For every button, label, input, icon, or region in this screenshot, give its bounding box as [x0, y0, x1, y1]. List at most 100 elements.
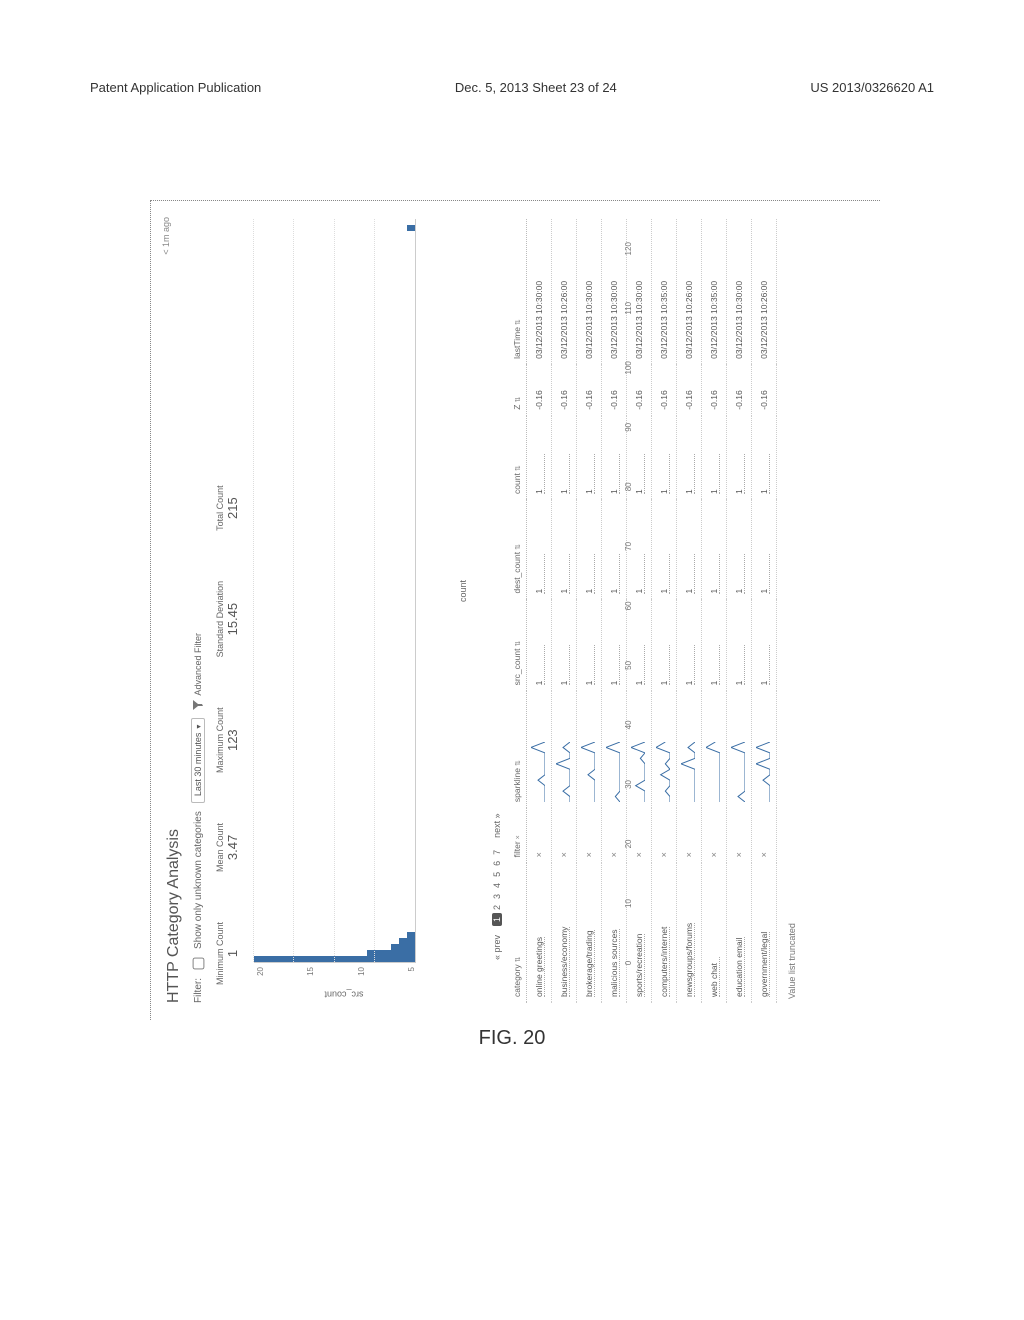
pager-page[interactable]: 7: [492, 847, 502, 858]
cell-filter[interactable]: ×: [577, 808, 602, 863]
filter-remove-icon[interactable]: ×: [684, 852, 694, 857]
col-category[interactable]: category⇅: [508, 863, 527, 1003]
pager-page[interactable]: 2: [492, 902, 502, 913]
col-lastTime[interactable]: lastTime⇅: [508, 219, 527, 365]
col-dest_count[interactable]: dest_count⇅: [508, 500, 527, 600]
cell-dest-count: 1: [702, 500, 727, 600]
col-count[interactable]: count⇅: [508, 416, 527, 500]
figure-label: FIG. 20: [0, 1027, 1024, 1050]
figure-frame: < 1m ago HTTP Category Analysis Filter: …: [150, 200, 880, 1020]
filter-remove-icon[interactable]: ×: [659, 852, 669, 857]
sparkline-icon: [556, 742, 570, 802]
histogram-bar: [254, 956, 415, 962]
table-row[interactable]: education email×111-0.1603/12/2013 10:30…: [727, 219, 752, 1003]
sparkline-icon: [681, 742, 695, 802]
cell-filter[interactable]: ×: [752, 808, 777, 863]
pager-prev[interactable]: « prev: [492, 932, 502, 963]
stat-label: Mean Count: [215, 823, 225, 872]
chart-plot-area: [254, 219, 416, 963]
cell-lasttime: 03/12/2013 10:26:00: [552, 219, 577, 365]
stat-label: Total Count: [215, 485, 225, 531]
cell-src-count: 1: [702, 600, 727, 692]
table-row[interactable]: computers/internet×111-0.1603/12/2013 10…: [652, 219, 677, 1003]
cell-dest-count: 1: [752, 500, 777, 600]
table-row[interactable]: malicious sources×111-0.1603/12/2013 10:…: [602, 219, 627, 1003]
time-ago-label: < 1m ago: [161, 217, 171, 255]
table-row[interactable]: newsgroups/forums×111-0.1603/12/2013 10:…: [677, 219, 702, 1003]
filter-remove-icon[interactable]: ×: [534, 852, 544, 857]
sparkline-icon: [631, 742, 645, 802]
col-z[interactable]: Z⇅: [508, 365, 527, 416]
filter-remove-icon[interactable]: ×: [609, 852, 619, 857]
table-row[interactable]: online greetings×111-0.1603/12/2013 10:3…: [527, 219, 552, 1003]
cell-dest-count: 1: [727, 500, 752, 600]
cell-dest-count: 1: [602, 500, 627, 600]
unknown-categories-checkbox[interactable]: [192, 958, 204, 970]
cell-dest-count: 1: [527, 500, 552, 600]
histogram-bar: [399, 938, 415, 944]
cell-dest-count: 1: [552, 500, 577, 600]
cell-category: online greetings: [527, 863, 552, 1003]
filter-remove-icon[interactable]: ×: [584, 852, 594, 857]
stat-block: Mean Count3.47: [215, 823, 240, 872]
pager-page[interactable]: 4: [492, 880, 502, 891]
cell-lasttime: 03/12/2013 10:30:00: [627, 219, 652, 365]
stat-label: Standard Deviation: [215, 581, 225, 658]
pager-next[interactable]: next »: [492, 810, 502, 841]
chart-yaxis: 2015105: [254, 963, 434, 985]
filter-remove-icon[interactable]: ×: [559, 852, 569, 857]
cell-src-count: 1: [727, 600, 752, 692]
cell-sparkline: [527, 691, 552, 808]
cell-filter[interactable]: ×: [527, 808, 552, 863]
table-body: online greetings×111-0.1603/12/2013 10:3…: [527, 219, 777, 1003]
stat-block: Minimum Count1: [215, 922, 240, 985]
pager-page[interactable]: 3: [492, 891, 502, 902]
chevron-down-icon: ▾: [194, 725, 203, 729]
cell-filter[interactable]: ×: [627, 808, 652, 863]
time-range-select[interactable]: Last 30 minutes ▾: [191, 718, 205, 804]
col-src_count[interactable]: src_count⇅: [508, 600, 527, 692]
table-row[interactable]: sports/recreation×111-0.1603/12/2013 10:…: [627, 219, 652, 1003]
cell-filter[interactable]: ×: [652, 808, 677, 863]
cell-count: 1: [652, 416, 677, 500]
stat-value: 215: [225, 485, 240, 531]
pub-right: US 2013/0326620 A1: [810, 80, 934, 95]
cell-filter[interactable]: ×: [602, 808, 627, 863]
cell-lasttime: 03/12/2013 10:30:00: [727, 219, 752, 365]
cell-sparkline: [652, 691, 677, 808]
cell-count: 1: [727, 416, 752, 500]
histogram-bar: [407, 932, 415, 938]
cell-dest-count: 1: [677, 500, 702, 600]
pub-center: Dec. 5, 2013 Sheet 23 of 24: [455, 80, 617, 95]
cell-filter[interactable]: ×: [702, 808, 727, 863]
pager-page[interactable]: 6: [492, 858, 502, 869]
category-table: category⇅filter×sparkline⇅src_count⇅dest…: [508, 219, 777, 1003]
cell-sparkline: [677, 691, 702, 808]
table-row[interactable]: government/legal×111-0.1603/12/2013 10:2…: [752, 219, 777, 1003]
cell-sparkline: [627, 691, 652, 808]
cell-category: newsgroups/forums: [677, 863, 702, 1003]
footer-note: Value list truncated: [787, 219, 797, 999]
filter-remove-icon[interactable]: ×: [734, 852, 744, 857]
cell-src-count: 1: [677, 600, 702, 692]
cell-filter[interactable]: ×: [552, 808, 577, 863]
table-row[interactable]: business/economy×111-0.1603/12/2013 10:2…: [552, 219, 577, 1003]
filter-remove-icon[interactable]: ×: [634, 852, 644, 857]
filter-remove-icon[interactable]: ×: [709, 852, 719, 857]
sparkline-icon: [756, 742, 770, 802]
cell-lasttime: 03/12/2013 10:30:00: [602, 219, 627, 365]
pager-page[interactable]: 1: [492, 913, 502, 926]
cell-sparkline: [752, 691, 777, 808]
col-sparkline[interactable]: sparkline⇅: [508, 691, 527, 808]
table-row[interactable]: web chat×111-0.1603/12/2013 10:35:00: [702, 219, 727, 1003]
col-filter: filter×: [508, 808, 527, 863]
pager-page[interactable]: 5: [492, 869, 502, 880]
advanced-filter-button[interactable]: Advanced Filter: [193, 633, 203, 710]
cell-filter[interactable]: ×: [677, 808, 702, 863]
table-row[interactable]: brokerage/trading×111-0.1603/12/2013 10:…: [577, 219, 602, 1003]
filter-remove-icon[interactable]: ×: [759, 852, 769, 857]
pager: « prev 1234567 next »: [492, 219, 502, 963]
cell-category: sports/recreation: [627, 863, 652, 1003]
cell-filter[interactable]: ×: [727, 808, 752, 863]
cell-count: 1: [602, 416, 627, 500]
